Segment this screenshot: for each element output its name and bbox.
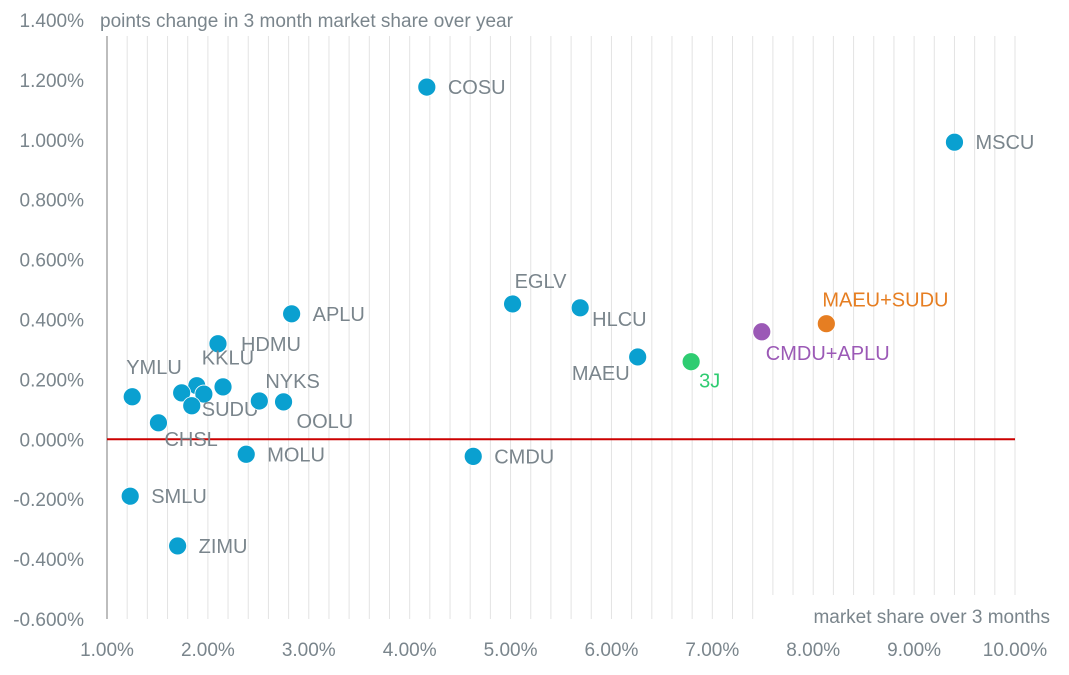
data-point-label: KKLU [202, 348, 254, 370]
data-point-label: MAEU+SUDU [822, 290, 948, 312]
data-point-label: CHSL [164, 429, 217, 451]
data-point [681, 352, 701, 372]
y-tick-label: 1.400% [20, 11, 85, 32]
data-point [752, 322, 772, 342]
data-point [120, 486, 140, 506]
data-point [172, 383, 192, 403]
x-tick-label: 9.00% [887, 640, 941, 661]
data-point-label: HDMU [241, 334, 301, 356]
data-point-label: ZIMU [199, 536, 248, 558]
y-tick-label: -0.600% [13, 610, 84, 631]
x-tick-label: 2.00% [181, 640, 235, 661]
data-point-label: OOLU [297, 411, 354, 433]
data-point-label: CMDU+APLU [766, 343, 890, 365]
y-tick-labels: 1.400% 1.200% 1.000% 0.800% 0.600% 0.400% 0.20… [13, 11, 84, 631]
data-point [945, 132, 964, 152]
x-axis-label: market share over 3 months [813, 607, 1050, 628]
data-point-label: 3J [699, 371, 720, 393]
x-tick-label: 8.00% [786, 640, 840, 661]
y-tick-label: -0.200% [13, 490, 84, 511]
data-point [168, 536, 188, 556]
data-point [236, 444, 256, 464]
data-point-label: MAEU [572, 363, 630, 385]
data-point-label: CMDU [494, 446, 554, 468]
y-tick-label: -0.400% [13, 550, 84, 571]
data-point [122, 387, 142, 407]
y-tick-label: 0.200% [20, 370, 85, 391]
x-tick-label: 3.00% [282, 640, 336, 661]
x-tick-label: 1.00% [80, 640, 134, 661]
data-point [570, 298, 590, 318]
y-axis-label: points change in 3 month market share ov… [100, 11, 514, 32]
data-point-label: MSCU [975, 132, 1034, 154]
data-point [208, 334, 228, 354]
data-point-label: YMLU [126, 357, 182, 379]
data-point [282, 304, 302, 324]
data-point-label: NYKS [265, 371, 319, 393]
y-tick-label: 1.000% [20, 131, 85, 152]
data-point [149, 413, 168, 433]
y-tick-label: 0.600% [20, 251, 85, 272]
data-point-label: APLU [313, 304, 365, 326]
y-tick-label: 0.000% [20, 430, 85, 451]
y-tick-label: 0.400% [20, 311, 85, 332]
data-point [249, 391, 269, 411]
data-point [463, 446, 483, 466]
data-point [182, 396, 202, 416]
data-point [213, 377, 233, 397]
data-point [274, 392, 293, 412]
data-point-label: SMLU [151, 486, 207, 508]
y-tick-label: 1.200% [20, 71, 85, 92]
y-tick-label: 0.800% [20, 191, 85, 212]
data-point-label: SUDU [202, 399, 259, 421]
data-point [194, 384, 214, 404]
x-tick-label: 5.00% [484, 640, 538, 661]
x-tick-label: 6.00% [585, 640, 639, 661]
data-point-label: MOLU [267, 444, 325, 466]
data-point [417, 77, 437, 97]
data-point [628, 347, 648, 367]
data-point [816, 314, 836, 334]
data-point-label: EGLV [515, 271, 568, 293]
data-point-label: HLCU [592, 309, 646, 331]
x-tick-label: 4.00% [383, 640, 437, 661]
data-point [503, 294, 522, 314]
x-tick-label: 10.00% [983, 640, 1048, 661]
data-point-label: COSU [448, 77, 506, 99]
x-tick-labels: 1.00% 2.00% 3.00% 4.00% 5.00% 6.00% 7.00% 8.00%… [80, 640, 1047, 661]
grid-lines [126, 36, 1016, 619]
x-tick-label: 7.00% [685, 640, 739, 661]
data-points: COSU MSCU EGLV HLCU APLU HDMU MAEU YMLU KKLU SUDU… [120, 77, 1034, 558]
